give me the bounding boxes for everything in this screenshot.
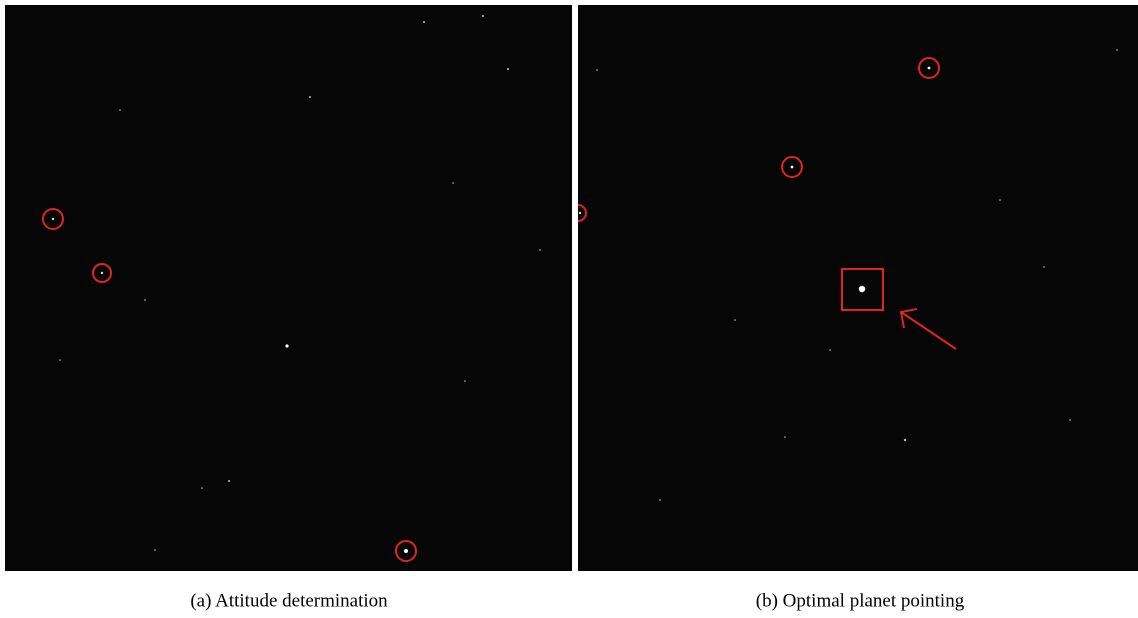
planet bbox=[858, 285, 866, 293]
star bbox=[1069, 419, 1071, 421]
star bbox=[578, 211, 582, 215]
star bbox=[507, 68, 509, 70]
star bbox=[452, 182, 454, 184]
bright-star bbox=[285, 344, 289, 348]
star bbox=[1043, 266, 1045, 268]
star bbox=[144, 299, 146, 301]
star bbox=[784, 436, 786, 438]
star bbox=[790, 165, 794, 169]
star bbox=[829, 349, 831, 351]
planet-marker bbox=[841, 268, 884, 311]
star-image-b bbox=[578, 5, 1138, 571]
arrow bbox=[899, 308, 957, 350]
star bbox=[999, 199, 1001, 201]
star bbox=[423, 21, 425, 23]
star bbox=[404, 549, 408, 553]
star bbox=[201, 487, 203, 489]
faint-stars-a bbox=[59, 15, 541, 551]
star-marker bbox=[781, 156, 803, 178]
star bbox=[659, 499, 661, 501]
star bbox=[482, 15, 484, 17]
star-marker bbox=[577, 204, 587, 222]
star bbox=[1116, 49, 1118, 51]
star bbox=[154, 549, 156, 551]
star-marker bbox=[395, 540, 417, 562]
star bbox=[539, 249, 541, 251]
star-image-a bbox=[5, 5, 572, 571]
star bbox=[596, 69, 598, 71]
star bbox=[100, 271, 104, 275]
star-marker bbox=[42, 208, 64, 230]
star-marker bbox=[92, 263, 112, 283]
caption: (b) Optimal planet pointing bbox=[756, 590, 965, 611]
star-marker bbox=[918, 57, 940, 79]
star bbox=[903, 438, 907, 442]
faint-stars-b bbox=[596, 49, 1118, 501]
star bbox=[228, 480, 230, 482]
star bbox=[119, 109, 121, 111]
star bbox=[309, 96, 311, 98]
star bbox=[51, 217, 55, 221]
star bbox=[464, 380, 466, 382]
star bbox=[59, 359, 61, 361]
star bbox=[927, 66, 931, 70]
star bbox=[734, 319, 736, 321]
caption: (a) Attitude determination bbox=[190, 590, 388, 611]
